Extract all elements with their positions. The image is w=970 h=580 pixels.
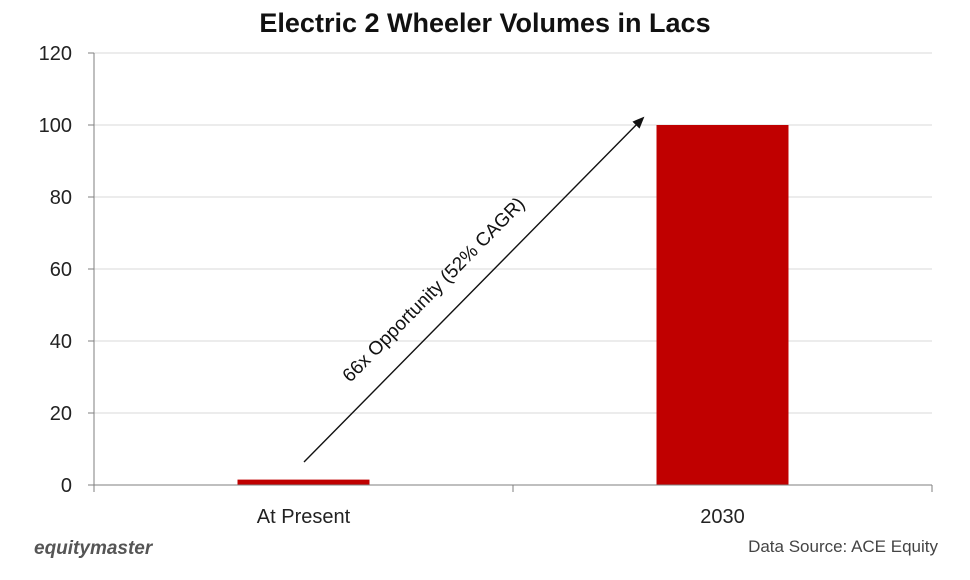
- axes: 0 20 40 60 80 100 120 At Present 2030: [39, 43, 933, 528]
- y-tick-label: 120: [39, 43, 72, 65]
- annotation: 66x Opportunity (52% CAGR): [303, 116, 645, 463]
- equitymaster-logo: equitymaster: [34, 538, 153, 559]
- growth-arrow: [303, 116, 645, 463]
- x-category-label: 2030: [700, 506, 745, 528]
- annotation-label: 66x Opportunity (52% CAGR): [339, 194, 530, 387]
- y-tick-label: 40: [50, 331, 72, 353]
- chart-title: Electric 2 Wheeler Volumes in Lacs: [259, 8, 711, 38]
- y-tick-label: 60: [50, 259, 72, 281]
- y-tick-label: 100: [39, 115, 72, 137]
- gridlines: [94, 52, 932, 414]
- y-tick-label: 20: [50, 403, 72, 425]
- bar: [656, 125, 789, 485]
- bars: [237, 125, 789, 485]
- data-source-note: Data Source: ACE Equity: [748, 537, 938, 556]
- y-tick-label: 0: [61, 475, 72, 497]
- bar: [237, 479, 370, 485]
- y-tick-label: 80: [50, 187, 72, 209]
- x-category-label: At Present: [257, 506, 351, 528]
